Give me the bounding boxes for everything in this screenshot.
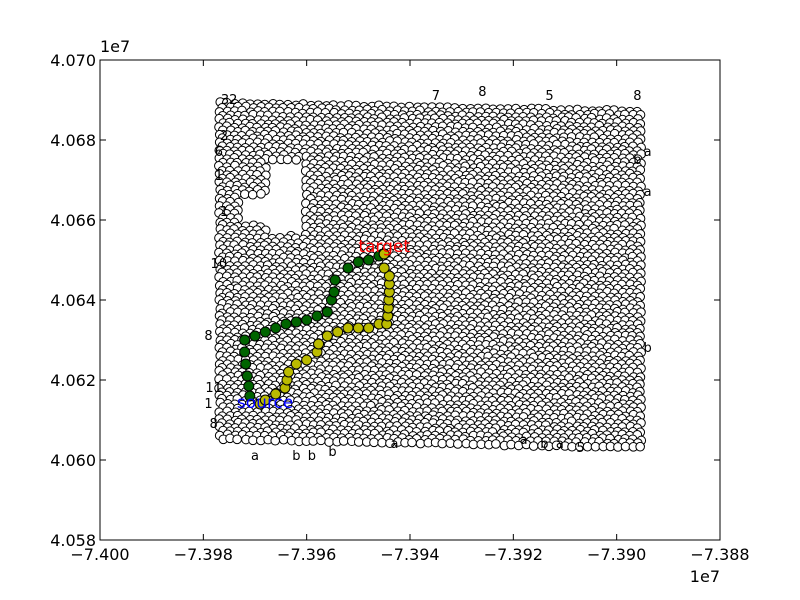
x-tick-label: −7.390 bbox=[587, 545, 646, 564]
y-tick-label: 4.066 bbox=[50, 211, 96, 230]
path-point bbox=[243, 380, 255, 392]
node-point bbox=[453, 439, 463, 449]
node-point bbox=[528, 441, 539, 451]
node-label: 1 bbox=[220, 205, 228, 220]
path-point bbox=[342, 322, 354, 334]
node-label: b bbox=[308, 449, 316, 464]
path-point bbox=[301, 314, 313, 326]
path-point bbox=[240, 358, 252, 370]
path-point bbox=[239, 334, 251, 346]
node-label: 8 bbox=[210, 417, 218, 432]
x-tick-label: −7.396 bbox=[277, 545, 336, 564]
node-point bbox=[338, 436, 349, 446]
node-label: b bbox=[328, 445, 336, 460]
path-point bbox=[329, 274, 341, 286]
path-point bbox=[342, 262, 354, 274]
node-label: 5 bbox=[545, 89, 553, 104]
path-point bbox=[301, 354, 313, 366]
path-point bbox=[290, 316, 302, 328]
x-tick-label: −7.388 bbox=[690, 545, 749, 564]
node-label: 2 bbox=[220, 129, 228, 144]
node-point bbox=[270, 435, 281, 446]
path-point bbox=[313, 338, 325, 350]
y-tick-label: 4.068 bbox=[50, 131, 96, 150]
path-point bbox=[249, 330, 261, 342]
path-point bbox=[321, 330, 333, 342]
node-point bbox=[415, 438, 426, 449]
y-tick-label: 4.062 bbox=[50, 371, 96, 390]
x-tick-label: −7.392 bbox=[484, 545, 543, 564]
y-axis-offset-label: 1e7 bbox=[100, 37, 130, 56]
annotation-source: source bbox=[237, 393, 293, 413]
node-point bbox=[567, 441, 577, 452]
node-point bbox=[590, 441, 601, 452]
node-label: 7 bbox=[432, 89, 440, 104]
node-point bbox=[278, 434, 289, 445]
annotation-target: target bbox=[358, 237, 410, 257]
path-point bbox=[290, 358, 302, 370]
node-label: a bbox=[644, 185, 652, 200]
node-point bbox=[247, 189, 258, 200]
node-label: a bbox=[644, 145, 652, 160]
node-label: a bbox=[391, 437, 399, 452]
node-point bbox=[248, 435, 258, 446]
path-point bbox=[280, 318, 292, 330]
node-layer bbox=[214, 97, 647, 452]
node-label: 5 bbox=[576, 441, 584, 456]
node-label: b bbox=[540, 437, 548, 452]
node-point bbox=[353, 437, 364, 447]
y-tick-label: 4.058 bbox=[50, 531, 96, 550]
node-label: 8 bbox=[633, 89, 641, 104]
path-point bbox=[328, 286, 340, 298]
x-tick-label: −7.394 bbox=[380, 545, 439, 564]
node-label: a bbox=[556, 437, 564, 452]
node-point bbox=[369, 437, 379, 448]
node-label: 8 bbox=[204, 329, 212, 344]
node-label: 32 bbox=[221, 93, 238, 108]
y-tick-label: 4.064 bbox=[50, 291, 96, 310]
path-point bbox=[241, 370, 253, 382]
node-point bbox=[407, 437, 417, 448]
path-point bbox=[270, 322, 282, 334]
path-point bbox=[321, 306, 333, 318]
x-axis-offset-label: 1e7 bbox=[690, 567, 720, 586]
node-label: b bbox=[292, 449, 300, 464]
node-label: 6 bbox=[215, 145, 223, 160]
path-point bbox=[352, 322, 364, 334]
node-point bbox=[635, 441, 645, 452]
node-point bbox=[282, 154, 293, 165]
node-point bbox=[232, 434, 242, 445]
path-point bbox=[311, 310, 323, 322]
y-tick-label: 4.070 bbox=[50, 51, 96, 70]
path-point bbox=[378, 262, 390, 274]
path-point bbox=[352, 256, 364, 268]
path-point bbox=[283, 366, 295, 378]
node-label: 1 bbox=[204, 397, 212, 412]
node-label: b bbox=[633, 153, 641, 168]
node-label: b bbox=[644, 341, 652, 356]
node-label: a bbox=[251, 449, 259, 464]
node-point bbox=[316, 435, 326, 446]
node-point bbox=[291, 155, 302, 165]
node-point bbox=[377, 437, 387, 448]
node-point bbox=[240, 189, 250, 199]
path-point bbox=[363, 322, 375, 334]
x-tick-label: −7.398 bbox=[174, 545, 233, 564]
node-point bbox=[437, 438, 448, 449]
node-label: 10 bbox=[211, 257, 228, 272]
path-point bbox=[332, 326, 344, 338]
node-point bbox=[620, 441, 631, 452]
node-label: 11 bbox=[205, 381, 222, 396]
y-tick-label: 4.060 bbox=[50, 451, 96, 470]
node-point bbox=[491, 439, 501, 449]
node-label: a bbox=[520, 433, 528, 448]
path-point bbox=[239, 346, 251, 358]
path-point bbox=[259, 326, 271, 338]
node-label: 1 bbox=[215, 169, 223, 184]
node-point bbox=[267, 154, 278, 165]
node-label: 8 bbox=[478, 85, 486, 100]
node-point bbox=[256, 189, 266, 199]
